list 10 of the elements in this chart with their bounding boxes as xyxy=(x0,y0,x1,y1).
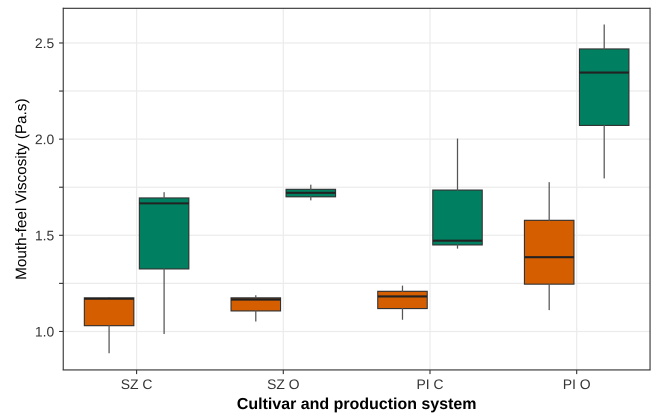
y-axis-title: Mouth-feel Viscosity (Pa.s) xyxy=(15,99,30,279)
x-axis-title: Cultivar and production system xyxy=(237,397,476,412)
y-tick-label: 1.0 xyxy=(36,326,54,337)
y-tick-label: 2.0 xyxy=(36,134,54,144)
x-tick-label: PI O xyxy=(564,379,590,390)
y-tick-label: 2.5 xyxy=(36,38,54,48)
x-tick-label: SZ C xyxy=(121,379,152,390)
x-tick-label: PI C xyxy=(418,379,443,390)
y-tick-label: 1.5 xyxy=(36,230,54,240)
x-tick-label: SZ O xyxy=(268,379,299,390)
